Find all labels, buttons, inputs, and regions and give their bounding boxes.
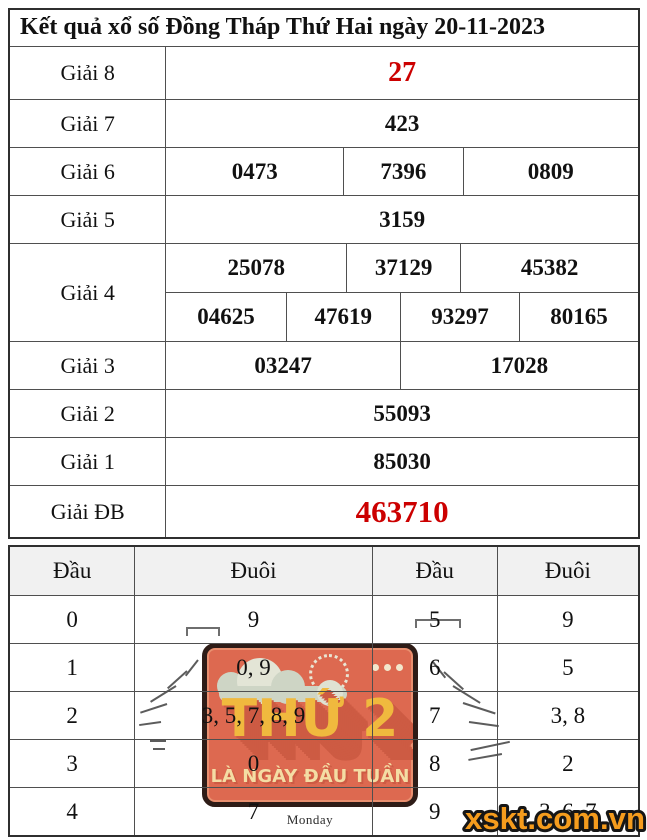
bracket-mark bbox=[186, 627, 220, 636]
head-value: 2 bbox=[66, 702, 78, 728]
prize-value: 45382 bbox=[460, 244, 638, 292]
tail-value: 9 bbox=[496, 596, 638, 643]
prize-label: Giải 1 bbox=[10, 438, 167, 485]
prize-values: 3159 bbox=[166, 196, 638, 243]
prize-values: 85030 bbox=[166, 438, 638, 485]
head-tail-header: Đuôi bbox=[496, 547, 638, 595]
prize-row: Giải 8 27 bbox=[10, 47, 638, 99]
prize-value: 93297 bbox=[399, 293, 519, 341]
prize-values: 423 bbox=[166, 100, 638, 147]
prize-value: 04625 bbox=[197, 304, 255, 329]
prize-row: Giải 6 0473 7396 0809 bbox=[10, 147, 638, 195]
head-value: 4 bbox=[66, 798, 78, 824]
prize-values: 55093 bbox=[166, 390, 638, 437]
head-tail-row: 2 3, 5, 7, 8, 9 7 3, 8 bbox=[10, 691, 638, 739]
prize-label: Giải ĐB bbox=[10, 486, 167, 537]
prize-value: 0809 bbox=[462, 148, 638, 195]
tail-value: 9 bbox=[134, 596, 371, 643]
tail-value: 0, 9 bbox=[134, 644, 371, 691]
head-tail-header: Đầu bbox=[53, 558, 92, 583]
tail-value: 3, 8 bbox=[496, 692, 638, 739]
prize-value: 7396 bbox=[343, 148, 462, 195]
head-value: 8 bbox=[371, 740, 497, 787]
prize-label: Giải 8 bbox=[10, 47, 167, 99]
prize-row: Giải 5 3159 bbox=[10, 195, 638, 243]
tail-value: 0 bbox=[134, 740, 371, 787]
cloud-sun-icon bbox=[217, 654, 367, 706]
prize-value: 03247 bbox=[254, 352, 312, 378]
head-value: 7 bbox=[371, 692, 497, 739]
prize-label: Giải 4 bbox=[10, 244, 167, 341]
tail-value: 7 bbox=[134, 788, 371, 835]
prize-values: 463710 bbox=[166, 486, 638, 537]
head-tail-header: Đầu bbox=[371, 547, 497, 595]
prize-label: Giải 7 bbox=[10, 100, 167, 147]
prize-value: 27 bbox=[388, 57, 417, 88]
prize-values: 03247 17028 bbox=[166, 342, 638, 389]
prize-label: Giải 3 bbox=[10, 342, 167, 389]
prize-value: 25078 bbox=[227, 255, 285, 280]
prize-row: Giải 7 423 bbox=[10, 99, 638, 147]
tail-value: 3, 6, 7 bbox=[496, 788, 638, 835]
prize-row: Giải 2 55093 bbox=[10, 389, 638, 437]
site-watermark: xskt.com.vn bbox=[462, 798, 647, 839]
head-value: 0 bbox=[66, 606, 78, 632]
tail-value: 2 bbox=[496, 740, 638, 787]
prize-row: Giải 1 85030 bbox=[10, 437, 638, 485]
prize-label: Giải 5 bbox=[10, 196, 167, 243]
head-tail-header: Đuôi bbox=[134, 547, 371, 595]
prize-values: 0473 7396 0809 bbox=[166, 148, 638, 195]
head-value: 1 bbox=[66, 654, 78, 680]
prize-value: 80165 bbox=[519, 293, 638, 341]
head-tail-header-row: Đầu Đuôi Đầu Đuôi bbox=[10, 547, 638, 595]
prize-row: Giải ĐB 463710 bbox=[10, 485, 638, 537]
menu-dots-icon bbox=[367, 658, 403, 676]
prize-value: 423 bbox=[384, 110, 420, 136]
prize-value: 55093 bbox=[373, 400, 431, 426]
sticker-caption: Monday bbox=[286, 812, 334, 827]
head-value: 9 bbox=[371, 788, 497, 835]
results-table: Kết quả xổ số Đồng Tháp Thứ Hai ngày 20-… bbox=[8, 8, 640, 539]
head-value: 5 bbox=[371, 596, 497, 643]
results-table-body: Giải 8 27 Giải 7 423 Giải 6 0473 7396 0809 Giải … bbox=[10, 47, 638, 537]
prize-label: Giải 2 bbox=[10, 390, 167, 437]
sticker-subtitle: LÀ NGÀY ĐẦU TUẦN bbox=[210, 766, 410, 787]
prize-value: 37129 bbox=[346, 244, 460, 292]
prize-value: 463710 bbox=[355, 493, 449, 529]
prize-label: Giải 6 bbox=[10, 148, 167, 195]
prize-values: 25078 37129 45382 04625 47619 93297 80165 bbox=[166, 244, 638, 341]
tail-value: 5 bbox=[496, 644, 638, 691]
prize-row: Giải 3 03247 17028 bbox=[10, 341, 638, 389]
head-value: 6 bbox=[371, 644, 497, 691]
tail-value: 3, 5, 7, 8, 9 bbox=[134, 692, 371, 739]
head-value: 3 bbox=[66, 750, 78, 776]
prize-value: 3159 bbox=[379, 206, 426, 232]
prize-values: 27 bbox=[166, 47, 638, 99]
monday-sticker: THỨ 2 LÀ NGÀY ĐẦU TUẦN bbox=[202, 643, 418, 807]
prize-value: 47619 bbox=[285, 293, 400, 341]
prize-row: Giải 4 25078 37129 45382 04625 47619 93297 8016… bbox=[10, 243, 638, 341]
head-tail-row: 4 7 9 3, 6, 7 bbox=[10, 787, 638, 835]
prize-value: 0473 bbox=[231, 158, 278, 184]
prize-value: 85030 bbox=[373, 448, 431, 474]
results-title: Kết quả xổ số Đồng Tháp Thứ Hai ngày 20-… bbox=[10, 10, 638, 47]
bracket-mark bbox=[415, 619, 461, 628]
prize-value: 17028 bbox=[399, 342, 638, 389]
site-watermark-text: xskt.com.vn bbox=[465, 801, 645, 836]
